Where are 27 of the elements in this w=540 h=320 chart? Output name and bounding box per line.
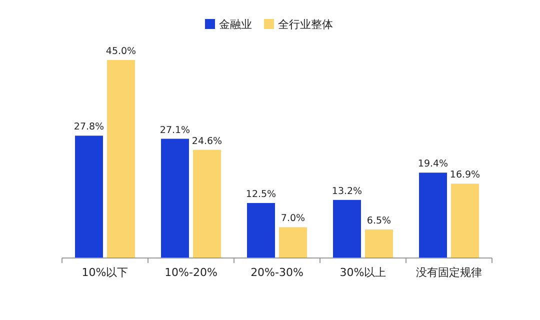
x-tick-label: 20%-30% bbox=[250, 266, 304, 279]
bar bbox=[193, 150, 221, 258]
data-label: 45.0% bbox=[106, 46, 136, 57]
data-label: 24.6% bbox=[192, 136, 222, 147]
x-tick-label: 没有固定规律 bbox=[416, 266, 482, 279]
x-tick-label: 10%以下 bbox=[82, 266, 128, 279]
data-label: 12.5% bbox=[246, 189, 276, 200]
x-tick-label: 10%-20% bbox=[164, 266, 218, 279]
bar bbox=[365, 229, 393, 258]
data-label: 16.9% bbox=[450, 170, 480, 181]
bar bbox=[279, 227, 307, 258]
bar bbox=[451, 184, 479, 258]
legend-label: 全行业整体 bbox=[278, 18, 333, 31]
bar bbox=[161, 138, 189, 258]
bar bbox=[419, 172, 447, 258]
legend-label: 金融业 bbox=[219, 18, 252, 31]
x-tick-label: 30%以上 bbox=[340, 266, 386, 279]
data-label: 13.2% bbox=[332, 186, 362, 197]
data-label: 27.1% bbox=[160, 124, 190, 136]
data-label: 19.4% bbox=[418, 158, 448, 170]
data-label: 27.8% bbox=[74, 122, 104, 133]
data-label: 6.5% bbox=[366, 215, 392, 226]
bar bbox=[75, 136, 103, 258]
bar bbox=[107, 60, 135, 258]
data-label: 7.0% bbox=[280, 213, 306, 224]
bar bbox=[333, 200, 361, 258]
bar bbox=[247, 203, 275, 258]
